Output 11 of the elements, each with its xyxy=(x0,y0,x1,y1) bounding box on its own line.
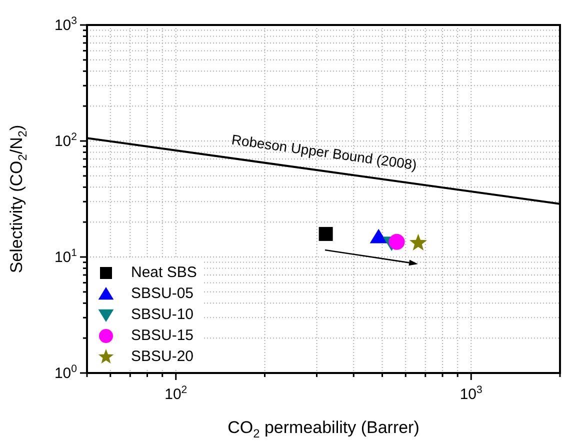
legend-label: SBSU-20 xyxy=(131,348,194,365)
text: Robeson Upper Bound (2008) xyxy=(230,131,418,173)
legend-label: SBSU-05 xyxy=(131,285,194,302)
y-tick-label: 10$^{2}$ xyxy=(54,131,78,150)
legend-label: SBSU-10 xyxy=(131,306,194,323)
legend-label: Neat SBS xyxy=(131,264,197,281)
legend-label: SBSU-15 xyxy=(131,327,194,344)
x-axis-title: CO$_{2}$ permeability (Barrer) xyxy=(228,418,420,440)
y-tick-label: 10$^{1}$ xyxy=(54,247,78,266)
y-tick-label: 10$^{0}$ xyxy=(54,363,78,382)
y-tick-label: 10$^{3}$ xyxy=(54,15,78,34)
